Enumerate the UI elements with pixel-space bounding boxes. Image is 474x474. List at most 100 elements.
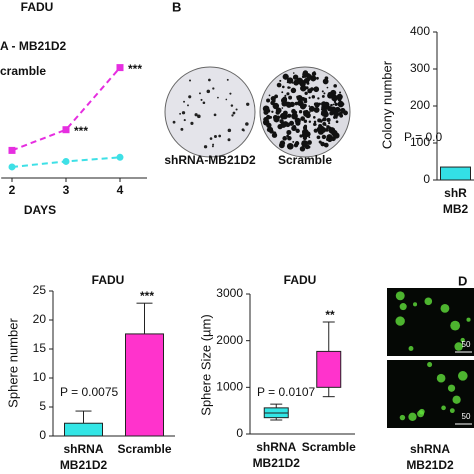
colony (313, 116, 316, 119)
colony (225, 98, 228, 101)
colony (301, 75, 305, 79)
colony (292, 140, 295, 143)
colony (231, 114, 234, 117)
colony (263, 108, 266, 111)
colony (213, 113, 217, 117)
y-tick-label: 0 (423, 172, 430, 186)
colony (282, 136, 287, 141)
colony (286, 129, 292, 135)
point (116, 153, 124, 161)
colony (337, 100, 345, 108)
colony (183, 119, 186, 122)
colony (285, 101, 292, 108)
colony (188, 95, 192, 99)
y-tick-label: 3000 (216, 286, 243, 300)
colony (323, 92, 326, 95)
colony (266, 98, 271, 103)
y-tick-label: 20 (33, 312, 47, 326)
colony (287, 86, 290, 89)
colony (181, 111, 186, 115)
annotation: ** (325, 308, 335, 322)
colony (298, 110, 303, 114)
colony (326, 137, 330, 142)
colony (313, 128, 318, 133)
colony (264, 119, 270, 125)
point (62, 157, 70, 165)
colony (307, 113, 311, 117)
y-tick-label: 0 (236, 426, 243, 440)
colony (227, 128, 232, 133)
colony (286, 75, 289, 78)
x-tick-label: 4 (117, 183, 124, 197)
y-tick-label: 1000 (216, 380, 243, 394)
colony (262, 105, 270, 113)
annotation: P = 0.0 (404, 130, 442, 144)
colony (271, 110, 274, 113)
colony (335, 120, 339, 124)
annotation: *** (140, 289, 154, 303)
colony (198, 92, 201, 95)
colony (326, 86, 329, 89)
annotation: *** (74, 124, 88, 138)
colony (311, 95, 316, 99)
cell (447, 384, 456, 392)
colony (282, 73, 289, 80)
colony (286, 77, 294, 84)
cell (395, 291, 405, 301)
colony (326, 117, 331, 122)
x-tick-label: Scramble (302, 440, 356, 454)
chart-title: FADU (284, 273, 317, 287)
colony-caption: Scramble (278, 153, 332, 167)
colony (330, 103, 333, 107)
colony (279, 140, 286, 146)
chart-title: FADU (92, 273, 125, 287)
colony (270, 100, 275, 106)
colony (322, 78, 329, 85)
colony (289, 120, 295, 126)
colony (286, 142, 294, 150)
colony (303, 119, 308, 123)
colony (183, 100, 186, 103)
colony (292, 74, 299, 80)
point (116, 64, 124, 72)
x-tick-label: 2 (9, 183, 16, 197)
colony (282, 112, 285, 115)
colony (285, 122, 291, 128)
y-axis-label: Sphere number (5, 318, 20, 408)
cell (452, 395, 461, 404)
colony (336, 93, 343, 101)
colony (275, 107, 282, 114)
colony (333, 84, 337, 88)
y-tick-label: 400 (410, 24, 430, 38)
colony (307, 88, 313, 94)
cell (395, 316, 405, 326)
colony (302, 125, 308, 130)
y-tick-label: 10 (33, 370, 47, 384)
colony (266, 127, 272, 133)
colony (307, 140, 312, 145)
x-tick-label: 3 (63, 183, 70, 197)
legend-label: cramble (0, 64, 46, 78)
colony (313, 106, 320, 113)
colony (308, 120, 312, 123)
cell (441, 405, 446, 411)
colony (292, 125, 296, 129)
colony (300, 116, 303, 119)
y-tick-label: 2000 (216, 333, 243, 347)
colony (235, 108, 238, 111)
colony (343, 110, 348, 116)
cells (395, 291, 471, 421)
annotation: P = 0.0107 (257, 385, 315, 399)
colony (190, 121, 194, 125)
colony (286, 134, 290, 138)
colony (323, 142, 329, 148)
colony (321, 94, 325, 98)
y-tick-label: 300 (410, 61, 430, 75)
micrograph-caption: shRNA MB21D2 (406, 442, 454, 472)
point (62, 126, 70, 134)
colony (299, 103, 307, 110)
cell (466, 317, 471, 322)
colony (328, 121, 331, 125)
colony (324, 123, 327, 126)
colony (299, 80, 306, 87)
